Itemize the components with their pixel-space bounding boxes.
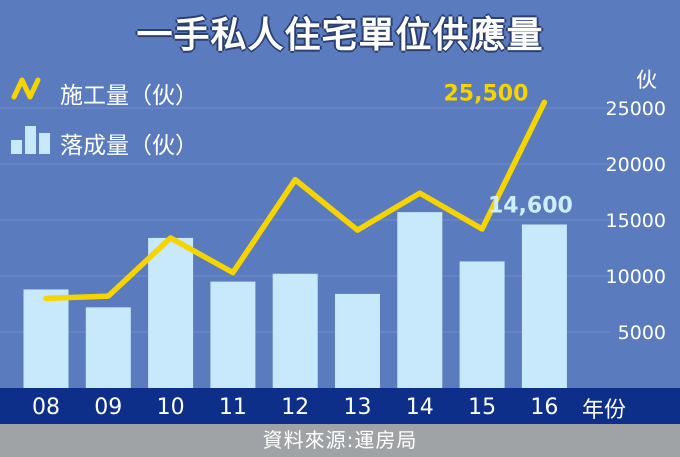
x-tick-label: 11 [219, 395, 247, 420]
y-axis-unit: 伙 [636, 68, 657, 92]
x-tick-label: 09 [94, 395, 122, 420]
legend-bar-icon-1 [11, 140, 22, 154]
x-tick-label: 12 [281, 395, 309, 420]
y-tick-label: 15000 [606, 210, 666, 232]
y-tick-label: 5000 [618, 322, 666, 344]
bar-09 [85, 307, 131, 388]
legend-bar-icon-3 [39, 133, 50, 154]
footer-band [0, 424, 680, 457]
y-tick-label: 10000 [606, 266, 666, 288]
legend-bar-icon-2 [25, 126, 36, 154]
y-tick-label: 25000 [606, 98, 666, 120]
bar-12 [272, 273, 318, 388]
bar-15 [459, 261, 505, 388]
x-tick-label: 16 [530, 395, 558, 420]
legend-bar-label: 落成量（伙） [60, 133, 198, 159]
x-axis-band [0, 388, 680, 424]
chart-title: 一手私人住宅單位供應量 [136, 15, 544, 56]
x-tick-label: 08 [32, 395, 60, 420]
bar-14 [397, 212, 443, 388]
source-note: 資料來源:運房局 [262, 428, 418, 452]
y-tick-label: 20000 [606, 154, 666, 176]
bar-11 [210, 281, 256, 388]
x-axis-unit: 年份 [582, 398, 627, 423]
legend-line-label: 施工量（伙） [60, 83, 198, 109]
bar-16 [521, 224, 567, 388]
x-tick-label: 13 [344, 395, 372, 420]
legend-line-icon [11, 77, 41, 100]
bar-10 [148, 237, 194, 388]
line-data-label: 25,500 [443, 81, 528, 106]
bar-data-label: 14,600 [488, 193, 573, 218]
x-tick-label: 14 [406, 395, 434, 420]
bar-08 [23, 289, 69, 388]
x-tick-label: 15 [468, 395, 496, 420]
bar-13 [335, 293, 380, 388]
x-tick-label: 10 [157, 395, 185, 420]
